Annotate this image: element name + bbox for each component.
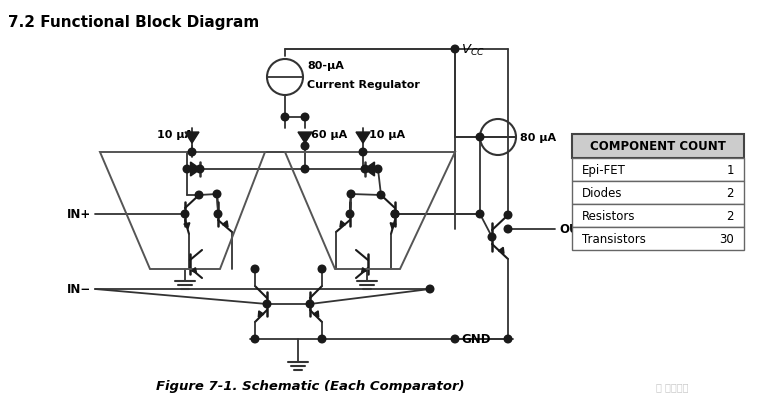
FancyBboxPatch shape [572,135,744,159]
Circle shape [183,166,191,173]
Circle shape [318,335,326,343]
FancyBboxPatch shape [572,205,744,227]
Circle shape [196,192,203,199]
Polygon shape [313,311,318,317]
Text: Diodes: Diodes [582,186,622,200]
Text: IN+: IN+ [67,208,91,221]
Circle shape [359,149,367,156]
Polygon shape [192,268,196,273]
Polygon shape [365,162,374,176]
Circle shape [476,211,484,218]
Circle shape [281,114,289,122]
Circle shape [306,300,314,308]
Circle shape [426,286,434,293]
Text: 60 μA: 60 μA [311,130,347,140]
Text: Epi-FET: Epi-FET [582,164,626,176]
Text: 80 μA: 80 μA [520,133,556,143]
Polygon shape [390,223,396,229]
Text: COMPONENT COUNT: COMPONENT COUNT [590,140,726,153]
Circle shape [251,335,258,343]
Polygon shape [222,221,228,227]
Circle shape [196,166,204,173]
Circle shape [504,335,512,343]
Text: 2: 2 [726,186,734,200]
Polygon shape [190,162,201,176]
Circle shape [346,211,354,218]
Text: Transistors: Transistors [582,233,646,245]
Polygon shape [356,133,370,144]
Circle shape [318,265,326,273]
Circle shape [347,191,355,198]
Text: 10 μA: 10 μA [157,130,193,140]
Polygon shape [340,221,346,227]
Polygon shape [185,133,199,144]
Circle shape [451,46,459,54]
Text: Current Regulator: Current Regulator [307,80,420,90]
FancyBboxPatch shape [572,159,744,182]
Circle shape [391,211,399,218]
Circle shape [181,211,189,218]
Circle shape [391,211,399,218]
Circle shape [301,166,309,173]
Circle shape [301,143,309,150]
Text: 2: 2 [726,209,734,223]
Circle shape [476,134,484,142]
Text: 80-μA: 80-μA [307,61,344,71]
Text: 1: 1 [726,164,734,176]
Circle shape [488,234,496,241]
FancyBboxPatch shape [572,182,744,205]
Text: Figure 7-1. Schematic (Each Comparator): Figure 7-1. Schematic (Each Comparator) [155,380,464,393]
Text: IN−: IN− [67,283,91,296]
Text: Resistors: Resistors [582,209,635,223]
Polygon shape [258,311,264,317]
Circle shape [451,335,459,343]
Text: 🌿 蒵芽二糖: 🌿 蒵芽二糖 [656,381,688,391]
Polygon shape [184,223,190,229]
Polygon shape [362,268,366,273]
Circle shape [374,166,382,173]
Circle shape [263,300,271,308]
Circle shape [215,211,222,218]
Text: 7.2 Functional Block Diagram: 7.2 Functional Block Diagram [8,15,259,30]
Text: GND: GND [461,333,490,346]
Text: OUT: OUT [559,223,587,236]
Circle shape [188,149,196,156]
Circle shape [213,191,221,198]
Circle shape [504,226,512,233]
Polygon shape [298,133,312,144]
FancyBboxPatch shape [572,227,744,250]
Text: 30: 30 [719,233,734,245]
Polygon shape [499,248,504,254]
Circle shape [251,265,258,273]
Text: $V_{CC}$: $V_{CC}$ [461,43,485,57]
Circle shape [504,212,512,219]
Circle shape [362,166,369,173]
Text: 10 μA: 10 μA [369,130,405,140]
Circle shape [377,192,385,199]
Circle shape [301,114,309,122]
